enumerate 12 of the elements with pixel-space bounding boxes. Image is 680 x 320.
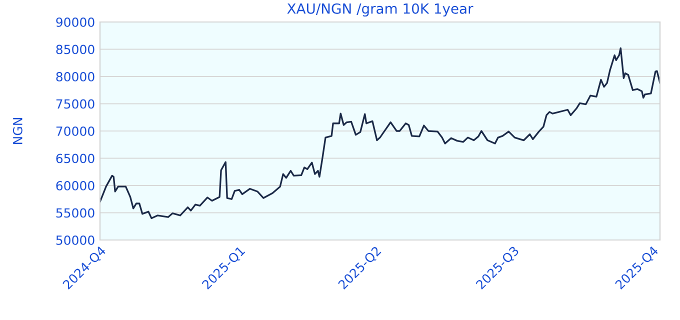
y-tick-label: 55000 <box>56 208 94 218</box>
y-tick-label: 75000 <box>56 99 94 109</box>
y-tick-label: 85000 <box>56 44 94 54</box>
chart-title: XAU/NGN /gram 10K 1year <box>287 3 474 17</box>
y-tick-label: 80000 <box>56 72 94 82</box>
y-tick-label: 60000 <box>56 180 94 190</box>
y-tick-label: 65000 <box>56 154 94 164</box>
line-series <box>100 47 660 220</box>
y-tick-label: 70000 <box>56 126 94 136</box>
y-tick-label: 50000 <box>56 235 94 245</box>
y-tick-label: 90000 <box>56 17 94 27</box>
y-axis-title: NGN <box>12 118 22 144</box>
